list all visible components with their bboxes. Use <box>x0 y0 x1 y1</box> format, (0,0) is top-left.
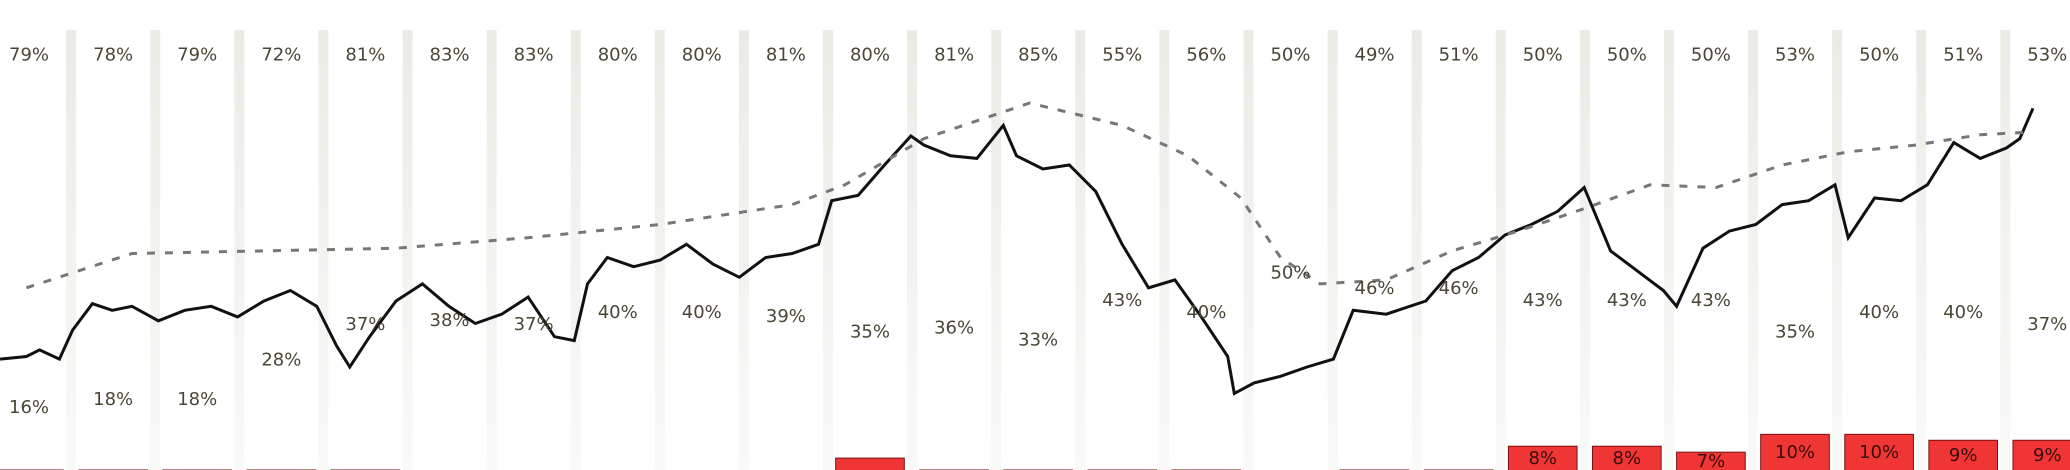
column-separator <box>1579 30 1590 470</box>
column-separator <box>402 30 413 470</box>
middle-percent-label: 50% <box>1270 262 1310 283</box>
bar <box>2012 439 2070 470</box>
top-percent-label: 49% <box>1355 44 1395 65</box>
moving-average-line <box>25 101 2034 290</box>
bar <box>1760 433 1830 470</box>
bar-label: 10% <box>1859 442 1899 463</box>
column-separator <box>1411 30 1422 470</box>
middle-percent-label: 43% <box>1691 290 1731 311</box>
column-separator <box>1075 30 1086 470</box>
middle-percent-label: 35% <box>850 322 890 343</box>
top-percent-label: 56% <box>1186 44 1226 65</box>
top-percent-label: 50% <box>1859 44 1899 65</box>
middle-percent-label: 35% <box>1775 322 1815 343</box>
top-percent-label: 80% <box>850 44 890 65</box>
top-percent-label: 79% <box>9 44 49 65</box>
column-separator <box>570 30 581 470</box>
column-separator <box>907 30 918 470</box>
column-separator <box>1748 30 1759 470</box>
middle-percent-label: 43% <box>1523 290 1563 311</box>
top-percent-label: 50% <box>1523 44 1563 65</box>
column-separator <box>1916 30 1927 470</box>
middle-percent-label: 38% <box>430 310 470 331</box>
column-separator <box>486 30 497 470</box>
column-separator <box>66 30 77 470</box>
top-percent-label: 78% <box>93 44 133 65</box>
bar-label: 10% <box>1775 442 1815 463</box>
column-separator <box>1159 30 1170 470</box>
middle-percent-label: 40% <box>682 302 722 323</box>
middle-percent-label: 40% <box>1859 302 1899 323</box>
column-separator <box>1495 30 1506 470</box>
column-separator <box>318 30 329 470</box>
top-percent-label: 72% <box>261 44 301 65</box>
top-percent-label: 85% <box>1018 44 1058 65</box>
middle-percent-label: 37% <box>2027 314 2067 335</box>
column-separator <box>738 30 749 470</box>
middle-percent-label: 18% <box>177 389 217 410</box>
middle-percent-label: 40% <box>1186 302 1226 323</box>
top-percent-label: 80% <box>682 44 722 65</box>
middle-percent-label: 36% <box>934 318 974 339</box>
middle-percent-label: 43% <box>1102 290 1142 311</box>
column-separator <box>150 30 161 470</box>
price-line <box>0 107 2035 396</box>
bar-label: 9% <box>2033 445 2062 466</box>
column-separator <box>2000 30 2011 470</box>
column-separator <box>654 30 665 470</box>
top-percent-label: 51% <box>1943 44 1983 65</box>
top-percent-label: 50% <box>1607 44 1647 65</box>
bar <box>1844 433 1914 470</box>
middle-percent-label: 37% <box>345 314 385 335</box>
bar-label: 7% <box>1697 451 1726 470</box>
top-percent-label: 83% <box>430 44 470 65</box>
middle-percent-label: 46% <box>1355 278 1395 299</box>
column-separator <box>1832 30 1843 470</box>
column-separator <box>991 30 1002 470</box>
top-percent-label: 80% <box>598 44 638 65</box>
bar-label: 8% <box>1528 448 1557 469</box>
middle-percent-label: 40% <box>598 302 638 323</box>
bar-label: 8% <box>1613 448 1642 469</box>
column-separator <box>1663 30 1674 470</box>
middle-percent-label: 18% <box>93 389 133 410</box>
top-percent-label: 53% <box>2027 44 2067 65</box>
bar <box>1592 445 1662 470</box>
middle-percent-label: 33% <box>1018 330 1058 351</box>
top-percent-label: 53% <box>1775 44 1815 65</box>
bar-label: 9% <box>1949 445 1978 466</box>
top-percent-label: 81% <box>766 44 806 65</box>
top-percent-label: 51% <box>1439 44 1479 65</box>
top-percent-label: 79% <box>177 44 217 65</box>
bar <box>1676 451 1746 470</box>
bar <box>1928 439 1999 470</box>
middle-percent-label: 16% <box>9 397 49 418</box>
column-separator <box>1243 30 1254 470</box>
top-percent-label: 50% <box>1691 44 1731 65</box>
bar <box>835 457 905 470</box>
column-separator <box>1327 30 1338 470</box>
middle-percent-label: 46% <box>1439 278 1479 299</box>
top-percent-label: 83% <box>514 44 554 65</box>
top-percent-label: 50% <box>1270 44 1310 65</box>
top-percent-label: 81% <box>345 44 385 65</box>
middle-percent-label: 28% <box>261 349 301 370</box>
middle-percent-label: 39% <box>766 306 806 327</box>
middle-percent-label: 37% <box>514 314 554 335</box>
top-percent-label: 55% <box>1102 44 1142 65</box>
bar <box>1507 445 1578 470</box>
middle-percent-label: 43% <box>1607 290 1647 311</box>
column-separators <box>66 30 2011 470</box>
column-separator <box>823 30 833 470</box>
middle-percent-label: 40% <box>1943 302 1983 323</box>
top-percent-label: 81% <box>934 44 974 65</box>
